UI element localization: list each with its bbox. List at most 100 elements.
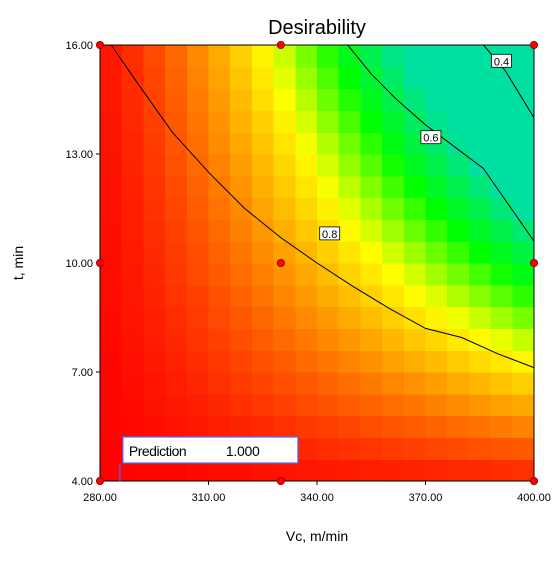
- heatmap-cell: [360, 263, 383, 286]
- heatmap-cell: [490, 328, 513, 351]
- heatmap-cell: [143, 459, 166, 482]
- heatmap-cell: [403, 175, 427, 199]
- heatmap-cell: [447, 284, 470, 308]
- heatmap-cell: [143, 88, 166, 111]
- heatmap-cell: [186, 306, 210, 329]
- heatmap-cell: [317, 66, 340, 90]
- heatmap-cell: [230, 372, 253, 395]
- heatmap-cell: [490, 154, 513, 177]
- heatmap-cell: [468, 415, 492, 438]
- heatmap-cell: [360, 241, 383, 264]
- heatmap-cell: [208, 219, 231, 242]
- heatmap-cell: [208, 241, 231, 264]
- heatmap-cell: [338, 154, 361, 177]
- x-tick-label: 280.00: [83, 492, 117, 504]
- heatmap-cell: [143, 241, 166, 264]
- heatmap-cell: [360, 415, 383, 438]
- design-point: [530, 476, 539, 485]
- heatmap-cell: [403, 372, 427, 395]
- heatmap-cell: [403, 284, 427, 308]
- heatmap-cell: [382, 284, 405, 308]
- heatmap-cell: [295, 393, 318, 417]
- heatmap-cell: [317, 241, 340, 264]
- heatmap-cell: [425, 263, 448, 286]
- heatmap-cell: [425, 241, 448, 264]
- heatmap-cell: [403, 306, 427, 329]
- heatmap-cell: [295, 154, 318, 177]
- heatmap-cell: [338, 175, 361, 199]
- heatmap-cell: [165, 154, 188, 177]
- heatmap-cell: [512, 284, 535, 308]
- heatmap-cell: [273, 241, 296, 264]
- heatmap-cell: [512, 350, 535, 373]
- heatmap-cell: [360, 88, 383, 111]
- heatmap-cell: [186, 415, 210, 438]
- heatmap-cell: [251, 241, 275, 264]
- heatmap-cell: [382, 393, 405, 417]
- heatmap-cell: [100, 415, 123, 438]
- x-tick-label: 340.00: [300, 492, 334, 504]
- heatmap-cell: [360, 328, 383, 351]
- heatmap-cell: [165, 306, 188, 329]
- heatmap-cell: [121, 110, 144, 133]
- heatmap-cell: [468, 45, 492, 68]
- heatmap-cell: [382, 219, 405, 242]
- heatmap-cell: [512, 132, 535, 155]
- heatmap-cell: [317, 263, 340, 286]
- heatmap-cell: [425, 110, 448, 133]
- heatmap-cell: [447, 197, 470, 220]
- heatmap-cell: [512, 154, 535, 177]
- heatmap-cell: [490, 66, 513, 90]
- prediction-label: Prediction: [129, 443, 186, 459]
- heatmap-cell: [121, 175, 144, 199]
- heatmap-cell: [295, 45, 318, 68]
- design-point: [276, 41, 285, 50]
- heatmap-cell: [143, 350, 166, 373]
- heatmap-cell: [273, 132, 296, 155]
- heatmap-cell: [121, 88, 144, 111]
- heatmap-cell: [447, 328, 470, 351]
- heatmap-cell: [490, 437, 513, 460]
- heatmap-cell: [208, 132, 231, 155]
- contour-label: 0.6: [423, 133, 438, 145]
- heatmap-cell: [338, 88, 361, 111]
- heatmap-cell: [403, 328, 427, 351]
- heatmap-cell: [208, 393, 231, 417]
- heatmap-cell: [186, 263, 210, 286]
- heatmap-cell: [143, 219, 166, 242]
- heatmap-cell: [230, 197, 253, 220]
- heatmap-cell: [360, 284, 383, 308]
- heatmap-cell: [425, 66, 448, 90]
- heatmap-cell: [338, 393, 361, 417]
- heatmap-cell: [382, 263, 405, 286]
- heatmap-cell: [208, 350, 231, 373]
- heatmap-cell: [295, 372, 318, 395]
- heatmap-cell: [208, 88, 231, 111]
- heatmap-cell: [230, 132, 253, 155]
- heatmap-cell: [165, 110, 188, 133]
- heatmap-cell: [251, 415, 275, 438]
- heatmap-cell: [165, 66, 188, 90]
- heatmap-cell: [143, 372, 166, 395]
- heatmap-cell: [425, 393, 448, 417]
- heatmap-cell: [251, 132, 275, 155]
- heatmap-cell: [100, 219, 123, 242]
- heatmap-cell: [382, 437, 405, 460]
- y-tick-label: 13.00: [65, 149, 93, 161]
- heatmap-cell: [251, 110, 275, 133]
- contour-line: [483, 44, 535, 118]
- heatmap-cell: [143, 415, 166, 438]
- prediction-value: 1.000: [226, 443, 260, 459]
- prediction-flag: Prediction 1.000: [119, 436, 299, 481]
- heatmap-cell: [251, 197, 275, 220]
- heatmap-cell: [208, 175, 231, 199]
- heatmap-cell: [360, 110, 383, 133]
- heatmap-cell: [251, 306, 275, 329]
- heatmap-cell: [512, 175, 535, 199]
- heatmap-cell: [186, 350, 210, 373]
- heatmap-cell: [295, 328, 318, 351]
- heatmap-cell: [208, 328, 231, 351]
- heatmap-cell: [468, 175, 492, 199]
- heatmap-cell: [447, 154, 470, 177]
